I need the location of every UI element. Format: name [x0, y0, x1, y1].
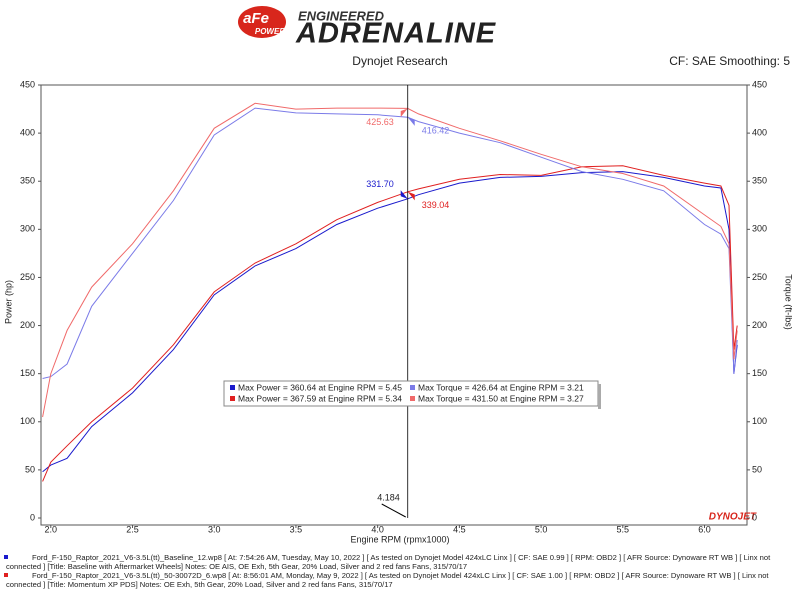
x-tick-label: 5.0	[535, 524, 548, 534]
legend-swatch	[410, 385, 415, 390]
y-tick-label: 350	[20, 176, 35, 186]
plot-frame	[40, 84, 748, 526]
x-tick-label: 5.5	[617, 524, 630, 534]
legend-swatch	[230, 396, 235, 401]
series-line	[42, 102, 738, 418]
chart: aFe POWER ENGINEERED ADRENALINE Dynojet …	[3, 6, 794, 544]
y2-tick-label: 300	[752, 224, 767, 234]
cursor-marker	[407, 117, 415, 126]
subtitle: Dynojet Research	[352, 54, 447, 68]
cursor-arrow	[381, 503, 406, 518]
y-tick-label: 400	[20, 127, 35, 137]
footer: Ford_F-150_Raptor_2021_V6-3.5L(tt)_Basel…	[0, 553, 796, 589]
x-tick-label: 2.5	[126, 524, 139, 534]
run-swatch	[4, 572, 8, 577]
run-text: Ford_F-150_Raptor_2021_V6-3.5L(tt)_Basel…	[6, 553, 771, 572]
watermark: DYNOJET	[709, 512, 757, 523]
x-tick-label: 3.5	[290, 524, 303, 534]
brand: ADRENALINE	[295, 18, 497, 50]
logo-sub: POWER	[255, 27, 285, 36]
y-tick-label: 200	[20, 320, 35, 330]
logo-badge	[238, 6, 286, 38]
legend-label: Max Power = 367.59 at Engine RPM = 5.34	[238, 393, 402, 403]
y-tick-label: 150	[20, 368, 35, 378]
y2-tick-label: 400	[752, 127, 767, 137]
y-tick-label: 450	[20, 79, 35, 89]
y2-tick-label: 350	[752, 176, 767, 186]
y2-tick-label: 150	[752, 368, 767, 378]
x-tick-label: 6.0	[698, 524, 711, 534]
series-line	[42, 165, 738, 482]
legend-swatch	[230, 385, 235, 390]
cursor-value: 425.63	[366, 117, 394, 127]
x-axis-label: Engine RPM (rpmx1000)	[350, 534, 449, 544]
y2-tick-label: 450	[752, 79, 767, 89]
y2-tick-label: 50	[752, 464, 762, 474]
cursor-label: 4.184	[377, 492, 400, 502]
run-note: Ford_F-150_Raptor_2021_V6-3.5L(tt)_Basel…	[0, 553, 796, 572]
x-tick-label: 4.5	[453, 524, 466, 534]
tagline: ENGINEERED	[298, 8, 385, 23]
y2-tick-label: 250	[752, 272, 767, 282]
y2-tick-label: 0	[752, 512, 757, 522]
y2-tick-label: 200	[752, 320, 767, 330]
x-tick-label: 3.0	[208, 524, 221, 534]
run-text: Ford_F-150_Raptor_2021_V6-3.5L(tt)_50-30…	[6, 570, 769, 590]
y-axis-label: Power (hp)	[3, 280, 13, 324]
y2-tick-label: 100	[752, 416, 767, 426]
logo-main: aFe	[243, 10, 269, 27]
legend-shadow	[598, 384, 601, 409]
cursor-value: 416.42	[422, 126, 450, 136]
legend-label: Max Torque = 431.50 at Engine RPM = 3.27	[418, 393, 584, 403]
x-tick-label: 2.0	[45, 524, 58, 534]
y2-axis-label: Torque (ft-lbs)	[784, 274, 794, 330]
cursor-value: 331.70	[366, 179, 394, 189]
cursor-marker	[407, 191, 415, 201]
run-swatch	[4, 555, 8, 559]
legend-label: Max Torque = 426.64 at Engine RPM = 3.21	[418, 382, 584, 392]
legend-swatch	[410, 396, 415, 401]
y-tick-label: 0	[30, 512, 35, 522]
y-tick-label: 300	[20, 224, 35, 234]
cursor-value: 339.04	[422, 200, 450, 210]
settings: CF: SAE Smoothing: 5	[669, 54, 790, 68]
cursor-marker	[400, 108, 408, 118]
legend-label: Max Power = 360.64 at Engine RPM = 5.45	[238, 382, 402, 392]
y-tick-label: 100	[20, 416, 35, 426]
y-tick-label: 50	[25, 464, 35, 474]
run-note: Ford_F-150_Raptor_2021_V6-3.5L(tt)_50-30…	[0, 571, 796, 590]
x-tick-label: 4.0	[371, 524, 384, 534]
cursor-marker	[400, 190, 408, 199]
y-tick-label: 250	[20, 272, 35, 282]
